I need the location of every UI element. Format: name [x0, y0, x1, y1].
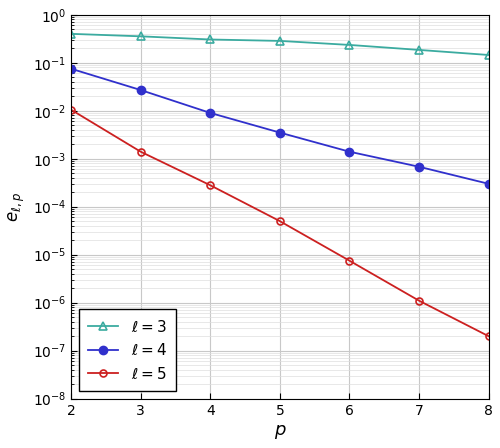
$\ell = 4$: [138, 87, 143, 93]
Line: $\ell = 3$: $\ell = 3$: [67, 30, 493, 59]
X-axis label: $p$: $p$: [274, 423, 286, 441]
$\ell = 4$: [486, 181, 492, 186]
$\ell = 5$: [68, 107, 74, 112]
$\ell = 4$: [207, 110, 213, 116]
$\ell = 3$: [486, 52, 492, 58]
$\ell = 5$: [138, 149, 143, 155]
$\ell = 3$: [68, 31, 74, 37]
$\ell = 5$: [207, 182, 213, 188]
$\ell = 4$: [346, 149, 352, 155]
$\ell = 3$: [207, 37, 213, 42]
Line: $\ell = 5$: $\ell = 5$: [68, 106, 492, 340]
Line: $\ell = 4$: $\ell = 4$: [67, 65, 493, 188]
$\ell = 3$: [346, 42, 352, 47]
$\ell = 3$: [416, 47, 422, 52]
$\ell = 5$: [486, 333, 492, 339]
$\ell = 5$: [346, 258, 352, 263]
$\ell = 5$: [277, 219, 283, 224]
$\ell = 5$: [416, 298, 422, 303]
$\ell = 4$: [68, 66, 74, 71]
$\ell = 4$: [416, 164, 422, 169]
Legend: $\ell = 3$, $\ell = 4$, $\ell = 5$: $\ell = 3$, $\ell = 4$, $\ell = 5$: [78, 310, 176, 391]
$\ell = 3$: [277, 38, 283, 43]
$\ell = 4$: [277, 130, 283, 135]
$\ell = 3$: [138, 34, 143, 39]
Y-axis label: $e_{\ell,p}$: $e_{\ell,p}$: [7, 192, 27, 222]
